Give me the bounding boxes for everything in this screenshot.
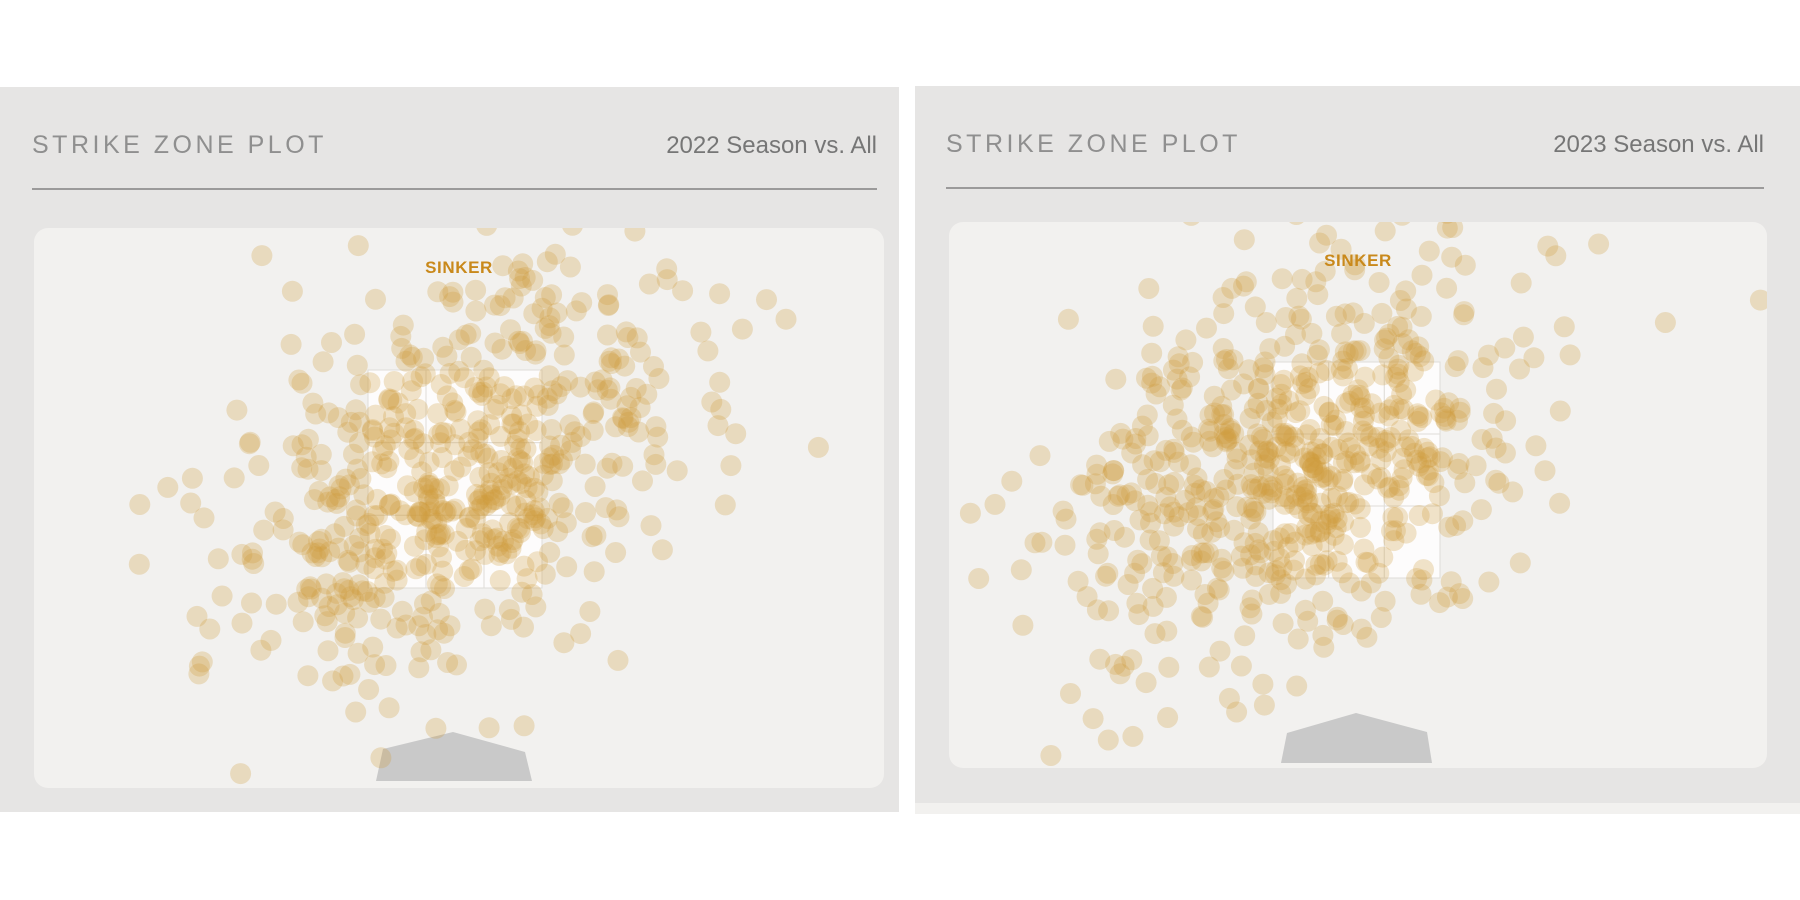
strike-zone-grid [367, 369, 543, 589]
header-divider [32, 188, 877, 190]
plot-card-2023: SINKER [949, 222, 1767, 768]
panel-subtitle-season: 2022 Season vs. All [666, 132, 877, 159]
pitch-type-label: SINKER [1324, 251, 1392, 270]
pitch-dots [959, 222, 1767, 766]
strike-zone-scatter-2022 [128, 228, 829, 785]
panel-title: STRIKE ZONE PLOT [32, 131, 327, 159]
home-plate [1281, 713, 1432, 763]
pitch-type-label: SINKER [425, 258, 493, 277]
next-section-sliver [915, 803, 1800, 814]
plot-card-2022: SINKER [34, 228, 884, 788]
strike-zone-grid [1272, 361, 1441, 579]
header-divider [946, 187, 1764, 189]
panel-title: STRIKE ZONE PLOT [946, 130, 1241, 158]
pitch-dots [128, 228, 829, 785]
strike-zone-panel-2023: STRIKE ZONE PLOT 2023 Season vs. All SIN… [915, 86, 1800, 803]
strike-zone-scatter-2023 [959, 222, 1767, 766]
home-plate [376, 732, 532, 781]
strike-zone-panel-2022: STRIKE ZONE PLOT 2022 Season vs. All SIN… [0, 87, 899, 812]
panel-subtitle-season: 2023 Season vs. All [1553, 131, 1764, 158]
